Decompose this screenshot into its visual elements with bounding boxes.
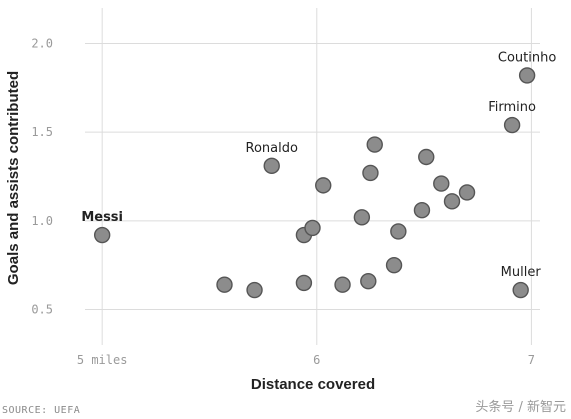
x-tick-label: 7 xyxy=(528,353,535,367)
data-point xyxy=(362,164,379,182)
data-point xyxy=(390,223,407,240)
data-point xyxy=(418,148,435,166)
y-tick-label: 1.0 xyxy=(31,214,53,228)
y-tick-label: 2.0 xyxy=(31,36,53,50)
data-point xyxy=(413,201,431,219)
data-point xyxy=(93,226,111,244)
data-point xyxy=(433,175,450,192)
data-point xyxy=(315,177,332,194)
data-point xyxy=(458,184,476,201)
point-label: Ronaldo xyxy=(246,141,298,156)
data-point xyxy=(334,276,351,293)
data-point xyxy=(246,281,263,299)
point-label: Muller xyxy=(501,265,542,280)
x-tick-label: 5 miles xyxy=(77,353,128,367)
data-point xyxy=(216,276,233,293)
grid xyxy=(85,8,540,345)
data-point xyxy=(518,67,536,84)
source-note: SOURCE: UEFA xyxy=(2,405,80,416)
point-label: Firmino xyxy=(488,100,536,115)
data-point xyxy=(353,209,371,226)
y-tick-label: 1.5 xyxy=(31,125,53,139)
data-point xyxy=(443,193,461,210)
data-point xyxy=(360,272,377,290)
data-point xyxy=(304,219,321,237)
y-tick-label: 0.5 xyxy=(31,303,53,317)
point-labels: Messi Ronaldo Coutinho Firmino Muller xyxy=(81,50,556,280)
tick-labels: 0.5 1.0 1.5 2.0 5 miles 6 7 xyxy=(31,36,535,367)
point-label: Messi xyxy=(81,210,123,225)
point-label: Coutinho xyxy=(498,50,556,65)
x-axis-title: Distance covered xyxy=(251,376,375,393)
watermark: 头条号 / 新智元 xyxy=(475,399,566,415)
x-tick-label: 6 xyxy=(313,353,320,367)
data-point xyxy=(385,256,403,274)
data-point xyxy=(295,274,313,292)
data-point xyxy=(263,157,280,175)
data-point xyxy=(503,116,521,134)
data-point xyxy=(512,281,529,299)
data-points xyxy=(93,67,536,299)
y-axis-title: Goals and assists contributed xyxy=(5,71,22,285)
data-point xyxy=(366,136,383,153)
